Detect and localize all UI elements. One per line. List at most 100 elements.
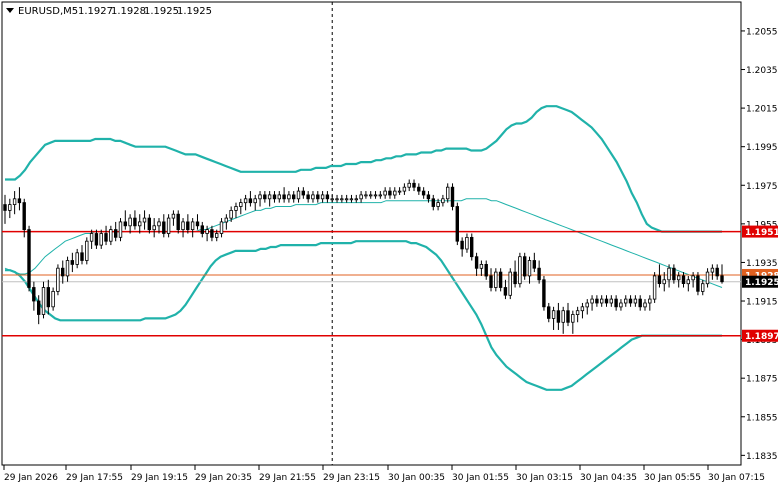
candle-body[interactable]	[561, 310, 565, 323]
candle-body[interactable]	[595, 298, 599, 304]
candle-body[interactable]	[672, 267, 676, 281]
candle-body[interactable]	[590, 298, 594, 304]
candle-body[interactable]	[229, 209, 233, 219]
candle-body[interactable]	[710, 267, 715, 273]
candle-body[interactable]	[330, 198, 334, 201]
candle-body[interactable]	[27, 229, 31, 288]
candle-body[interactable]	[585, 302, 589, 308]
candle-body[interactable]	[393, 190, 397, 196]
candle-body[interactable]	[70, 260, 74, 265]
candle-body[interactable]	[364, 194, 368, 197]
candle-body[interactable]	[335, 198, 339, 201]
candle-body[interactable]	[291, 194, 296, 200]
candle-body[interactable]	[272, 194, 277, 200]
candle-body[interactable]	[619, 302, 623, 308]
candle-body[interactable]	[417, 186, 421, 192]
candle-body[interactable]	[662, 279, 666, 285]
candle-body[interactable]	[566, 310, 570, 323]
candle-body[interactable]	[402, 186, 407, 192]
candle-body[interactable]	[263, 194, 267, 200]
candle-body[interactable]	[575, 310, 580, 316]
candle-body[interactable]	[580, 306, 585, 312]
candle-body[interactable]	[205, 229, 209, 234]
candle-body[interactable]	[383, 190, 387, 196]
candle-body[interactable]	[469, 236, 474, 258]
candle-body[interactable]	[450, 186, 455, 207]
candle-body[interactable]	[37, 300, 41, 315]
candle-body[interactable]	[638, 298, 642, 308]
candle-body[interactable]	[474, 256, 479, 269]
candle-body[interactable]	[128, 217, 132, 227]
candle-body[interactable]	[56, 267, 60, 292]
candle-body[interactable]	[152, 225, 156, 231]
candle-body[interactable]	[282, 194, 286, 200]
candle-body[interactable]	[397, 190, 402, 193]
candle-body[interactable]	[518, 256, 522, 285]
candle-body[interactable]	[628, 298, 633, 304]
candle-body[interactable]	[176, 213, 180, 230]
candle-body[interactable]	[667, 267, 671, 281]
candle-body[interactable]	[388, 190, 392, 196]
candle-body[interactable]	[643, 302, 647, 308]
candle-body[interactable]	[65, 260, 70, 277]
candle-body[interactable]	[455, 206, 459, 242]
candle-body[interactable]	[61, 267, 65, 277]
candle-body[interactable]	[181, 221, 185, 230]
candle-body[interactable]	[705, 271, 710, 285]
candle-body[interactable]	[210, 229, 214, 238]
candle-body[interactable]	[431, 198, 435, 207]
candle-body[interactable]	[51, 290, 55, 308]
candle-body[interactable]	[359, 194, 363, 200]
candle-body[interactable]	[94, 233, 99, 246]
candle-body[interactable]	[287, 194, 291, 200]
candle-body[interactable]	[633, 298, 638, 304]
candle-body[interactable]	[296, 190, 301, 200]
candle-body[interactable]	[80, 252, 84, 261]
candle-body[interactable]	[12, 198, 17, 206]
candle-body[interactable]	[609, 298, 613, 304]
candle-body[interactable]	[715, 267, 719, 277]
candle-body[interactable]	[571, 314, 575, 323]
candle-body[interactable]	[373, 194, 378, 197]
candle-body[interactable]	[190, 221, 195, 230]
candle-body[interactable]	[527, 260, 532, 277]
candle-body[interactable]	[445, 186, 450, 200]
candle-body[interactable]	[320, 194, 325, 200]
candle-body[interactable]	[123, 221, 127, 227]
candle-body[interactable]	[648, 298, 652, 304]
candles[interactable]	[3, 179, 724, 334]
candle-body[interactable]	[186, 221, 190, 230]
candle-body[interactable]	[508, 271, 512, 296]
candle-body[interactable]	[277, 194, 281, 200]
candle-body[interactable]	[166, 217, 171, 234]
candle-body[interactable]	[253, 198, 257, 204]
candle-body[interactable]	[89, 233, 94, 242]
candle-body[interactable]	[691, 275, 695, 281]
candle-body[interactable]	[234, 206, 238, 211]
price-level-lines[interactable]	[2, 230, 741, 337]
candle-body[interactable]	[624, 298, 628, 304]
candle-body[interactable]	[46, 287, 50, 308]
candle-body[interactable]	[344, 198, 349, 201]
candle-body[interactable]	[325, 194, 330, 200]
candle-body[interactable]	[109, 229, 113, 242]
candle-body[interactable]	[677, 275, 681, 281]
candle-body[interactable]	[137, 221, 142, 227]
candle-body[interactable]	[600, 298, 604, 304]
candle-body[interactable]	[267, 194, 272, 200]
candle-body[interactable]	[657, 275, 662, 284]
candle-body[interactable]	[494, 271, 498, 288]
candle-body[interactable]	[421, 190, 426, 196]
candle-body[interactable]	[195, 221, 200, 227]
candle-body[interactable]	[720, 275, 724, 283]
candle-body[interactable]	[32, 287, 36, 302]
candle-body[interactable]	[17, 198, 22, 204]
candle-body[interactable]	[162, 221, 166, 234]
candle-body[interactable]	[118, 221, 123, 238]
candle-body[interactable]	[498, 271, 503, 288]
candle-body[interactable]	[523, 256, 527, 277]
candle-body[interactable]	[556, 310, 561, 323]
candle-body[interactable]	[75, 252, 79, 265]
candle-body[interactable]	[484, 263, 488, 277]
